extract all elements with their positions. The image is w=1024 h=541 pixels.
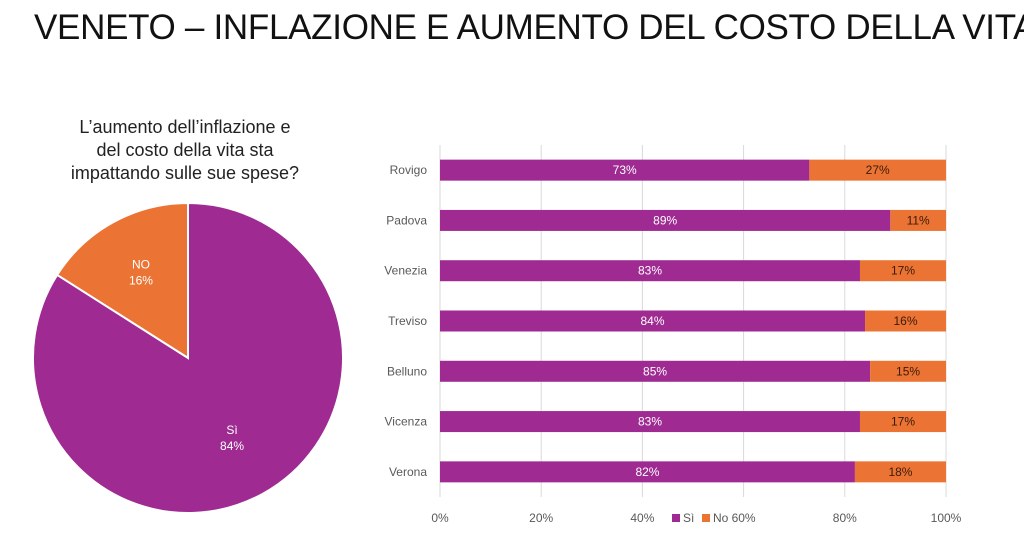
bar-segment-si [440,310,866,332]
pie-slice-label: Sì [226,423,237,437]
x-tick-label: 100% [931,511,962,525]
bar-value-label: 15% [896,364,920,378]
x-tick-label: 40% [630,511,654,525]
bar-segment-si [440,411,860,433]
bar-segment-si [440,209,891,231]
category-label: Treviso [388,314,427,328]
category-label: Rovigo [390,163,428,177]
bar-value-label: 27% [866,163,890,177]
bar-value-label: 17% [891,264,915,278]
bar-segment-si [440,159,810,181]
bar-value-label: 85% [643,364,667,378]
category-label: Vicenza [385,415,428,429]
bar-segment-no [870,360,946,382]
bar-value-label: 89% [653,213,677,227]
stacked-bar-chart: 0% 20% 40% 60% 80% 100% Rovigo 73% 27% Padova 89% 1… [384,145,962,525]
category-label: Belluno [387,364,427,378]
bar-segment-si [440,360,871,382]
category-label: Padova [386,213,427,227]
pie-slice-si [32,201,344,514]
bar-value-label: 83% [638,264,662,278]
pie-question-line: del costo della vita sta [96,140,274,160]
x-tick-label: 0% [431,511,449,525]
bar-value-label: 17% [891,415,915,429]
legend-swatch [672,514,680,522]
page-title: VENETO – INFLAZIONE E AUMENTO DEL COSTO … [34,8,1024,47]
bar-value-label: 18% [888,465,912,479]
pie-slice-label: NO [132,257,150,271]
pie-slice-value-label: 16% [129,273,153,287]
bar-value-label: 11% [907,213,930,227]
bar-segment-no [865,310,946,332]
pie-question-line: impattando sulle sue spese? [70,163,300,183]
pie-slice-value-label: 84% [220,439,244,453]
pie-slice-no [55,201,189,360]
category-label: Venezia [384,264,427,278]
bar-value-label: 82% [635,465,659,479]
bar-segment-no [809,159,946,181]
x-tick-label: 20% [529,511,553,525]
x-tick-label: 60% [732,511,756,525]
x-tick-label: 80% [833,511,857,525]
legend-label: Sì [683,511,694,525]
bar-value-label: 84% [641,314,665,328]
bar-segment-si [440,461,855,483]
bar-segment-no [859,260,946,282]
legend-label: No [713,511,729,525]
bar-value-label: 73% [613,163,637,177]
bar-segment-no [854,461,946,483]
pie-chart: NO 16% Sì 84% [32,201,344,514]
bar-value-label: 83% [638,415,662,429]
pie-question-line: L’aumento dell’inflazione e [79,117,291,137]
category-label: Verona [389,465,427,479]
bar-segment-no [890,209,946,231]
bar-segment-si [440,260,860,282]
pie-chart-question: L’aumento dell’inflazione e del costo de… [20,116,350,185]
legend-swatch [702,514,710,522]
bar-segment-no [859,411,946,433]
bar-value-label: 16% [894,314,918,328]
